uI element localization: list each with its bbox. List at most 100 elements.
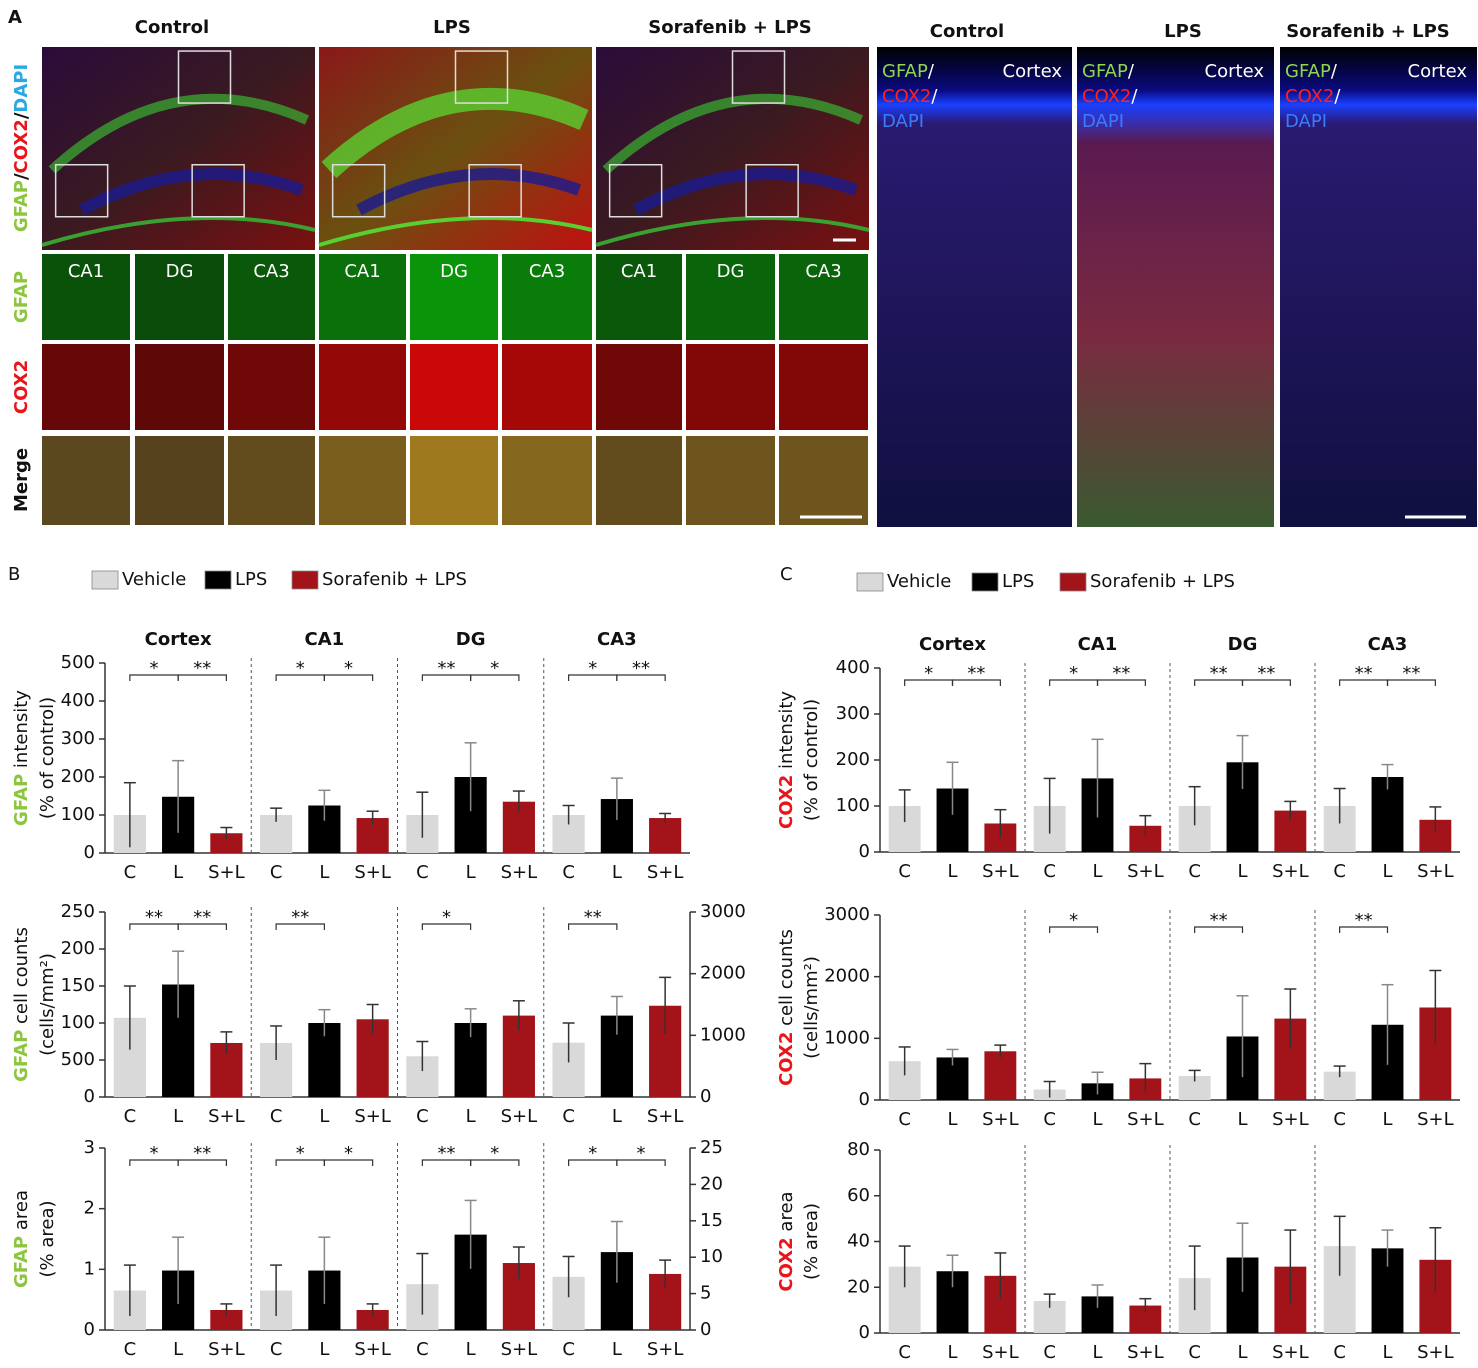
stain-part: DAPI — [11, 64, 32, 113]
bar — [1371, 777, 1404, 852]
x-tick-label: L — [612, 862, 622, 883]
condition-title: Sorafenib + LPS — [648, 17, 812, 38]
significance-label: * — [149, 1143, 158, 1164]
legend-swatch — [91, 570, 119, 590]
inset-image — [228, 436, 315, 525]
y-axis-label: COX2 cell counts — [776, 929, 797, 1086]
region-label: DG — [717, 261, 745, 282]
x-tick-label: S+L — [647, 862, 684, 883]
y-tick-label: 2000 — [824, 966, 870, 987]
x-tick-label: C — [1043, 861, 1056, 882]
stain-part: / — [11, 173, 32, 180]
x-tick-label: S+L — [1127, 1342, 1164, 1363]
significance-label: * — [1069, 910, 1078, 931]
significance-bracket — [1339, 926, 1389, 933]
x-tick-label: L — [1092, 1342, 1102, 1363]
x-tick-label: L — [173, 1106, 183, 1127]
inset-image — [779, 254, 868, 340]
significance-bracket — [568, 923, 618, 930]
y-tick-label: 20 — [847, 1276, 870, 1297]
overlay-part: COX2 — [1285, 86, 1334, 107]
overlay-label: DAPI — [882, 111, 924, 132]
significance-bracket — [470, 1159, 520, 1166]
y-tick-label: 150 — [61, 975, 95, 996]
significance-label: ** — [632, 658, 650, 679]
inset-image — [410, 254, 498, 340]
region-label: CA3 — [529, 261, 565, 282]
region-label: CA3 — [253, 261, 289, 282]
x-tick-label: S+L — [354, 862, 391, 883]
significance-bracket — [421, 923, 472, 930]
y-axis-unit: (% area) — [801, 1203, 822, 1280]
x-tick-label: C — [416, 1106, 429, 1127]
overlay-label: COX2/ — [1285, 86, 1341, 107]
y2-tick-label: 0 — [700, 1086, 711, 1107]
y-tick-label: 100 — [61, 1012, 95, 1033]
panel-label: C — [780, 564, 793, 585]
x-tick-label: L — [1237, 1109, 1247, 1130]
significance-label: ** — [1257, 663, 1275, 684]
x-tick-label: L — [947, 1109, 957, 1130]
y-axis-label: GFAP cell counts — [11, 927, 32, 1082]
significance-bracket — [177, 1159, 227, 1166]
stain-label: GFAP/COX2/DAPI — [11, 64, 32, 232]
significance-label: ** — [291, 907, 309, 928]
overlay-part: / — [1334, 86, 1341, 107]
overlay-label: DAPI — [1285, 111, 1327, 132]
inset-image — [502, 436, 592, 525]
y-tick-label: 500 — [61, 1049, 95, 1070]
x-tick-label: C — [1188, 1109, 1201, 1130]
y-tick-label: 3 — [84, 1137, 95, 1158]
significance-bracket — [1096, 679, 1146, 686]
x-tick-label: L — [1237, 861, 1247, 882]
group-title: Cortex — [919, 634, 986, 655]
overlay-part: GFAP — [1285, 61, 1331, 82]
y-axis-unit: (cells/mm²) — [801, 956, 822, 1059]
x-tick-label: C — [898, 1109, 911, 1130]
significance-bracket — [177, 923, 227, 930]
y-tick-label: 0 — [84, 1319, 95, 1340]
significance-bracket — [1194, 926, 1244, 933]
inset-image — [686, 254, 775, 340]
inset-box — [454, 50, 509, 104]
overlay-region: Cortex — [1408, 61, 1468, 82]
tissue-layer — [321, 87, 589, 179]
bar — [984, 1051, 1017, 1100]
overlay-label: DAPI — [1082, 111, 1124, 132]
significance-bracket — [470, 674, 520, 681]
inset-box — [331, 163, 386, 218]
x-tick-label: C — [898, 1342, 911, 1363]
tissue-layer — [41, 216, 316, 247]
y2-tick-label: 20 — [700, 1173, 723, 1194]
inset-image — [42, 436, 130, 525]
significance-label: * — [637, 1143, 646, 1164]
y-tick-label: 40 — [847, 1231, 870, 1252]
overlay-region: Cortex — [1205, 61, 1265, 82]
x-tick-label: L — [947, 1342, 957, 1363]
x-tick-label: S+L — [501, 1339, 538, 1360]
condition-title: LPS — [433, 17, 471, 38]
overlay-part: COX2 — [1082, 86, 1131, 107]
group-title: CA1 — [1078, 634, 1118, 655]
x-tick-label: C — [270, 1339, 283, 1360]
significance-bracket — [951, 679, 1001, 686]
inset-box — [745, 163, 799, 218]
region-label: CA3 — [805, 261, 841, 282]
legend-swatch — [971, 572, 999, 592]
inset-image — [410, 344, 498, 430]
legend-label: Vehicle — [887, 571, 951, 592]
overlay-label: GFAP/ — [1285, 61, 1338, 82]
y-axis-unit: (% of control) — [37, 697, 58, 819]
row-label: COX2 — [11, 360, 32, 414]
x-tick-label: L — [466, 862, 476, 883]
y-tick-label: 300 — [61, 728, 95, 749]
y-axis-label-text: intensity — [11, 690, 32, 774]
inset-image — [502, 344, 592, 430]
x-tick-label: C — [416, 1339, 429, 1360]
x-tick-label: L — [1382, 861, 1392, 882]
x-tick-label: C — [1333, 1342, 1346, 1363]
bar — [649, 818, 682, 853]
x-tick-label: L — [1092, 1109, 1102, 1130]
x-tick-label: S+L — [501, 862, 538, 883]
